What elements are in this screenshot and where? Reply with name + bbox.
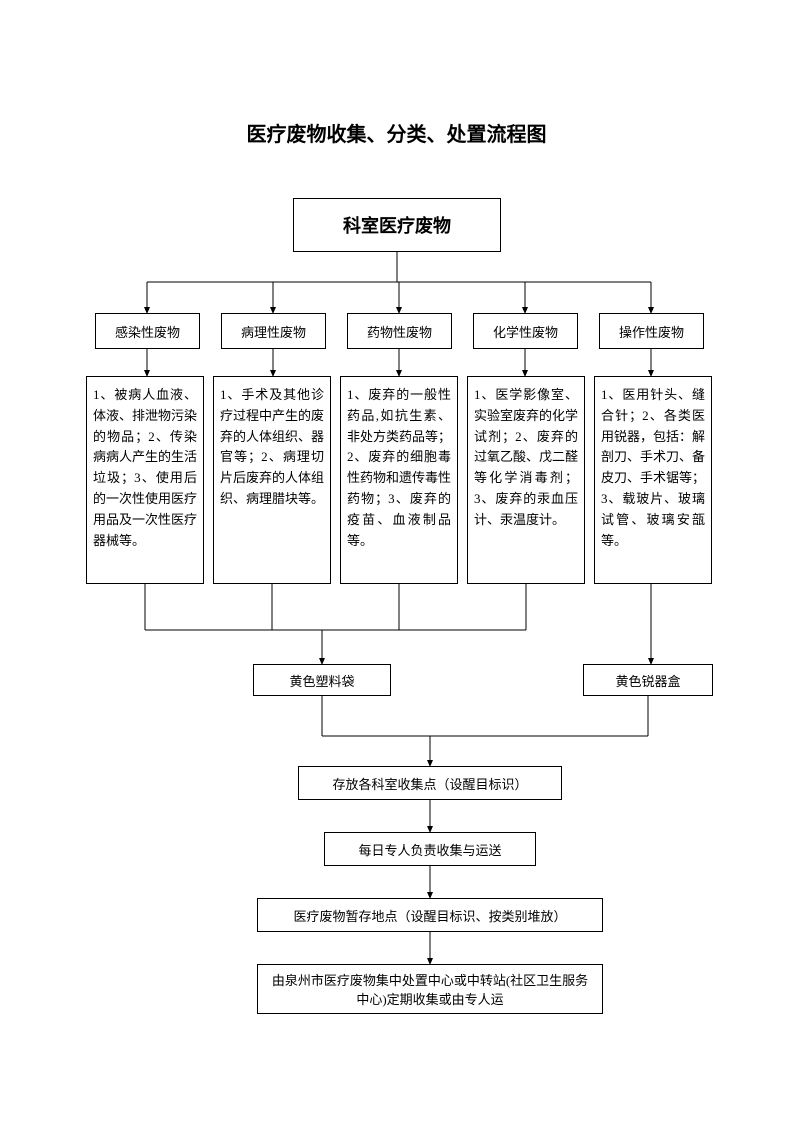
- category-box: 化学性废物: [473, 313, 578, 349]
- step-box: 由泉州市医疗废物集中处置中心或中转站(社区卫生服务中心)定期收集或由专人运: [257, 964, 603, 1014]
- step-label: 由泉州市医疗废物集中处置中心或中转站(社区卫生服务中心)定期收集或由专人运: [268, 970, 592, 1008]
- category-label: 操作性废物: [619, 322, 684, 341]
- root-node: 科室医疗废物: [293, 198, 501, 252]
- description-box: 1、医用针头、缝合针；2、各类医用锐器，包括：解剖刀、手术刀、备皮刀、手术锯等；…: [594, 376, 712, 584]
- category-label: 感染性废物: [115, 322, 180, 341]
- page-title: 医疗废物收集、分类、处置流程图: [0, 118, 793, 147]
- step-box: 存放各科室收集点（设醒目标识）: [298, 766, 562, 800]
- description-box: 1、被病人血液、体液、排泄物污染的物品；2、传染病病人产生的生活垃圾；3、使用后…: [86, 376, 204, 584]
- description-text: 1、医用针头、缝合针；2、各类医用锐器，包括：解剖刀、手术刀、备皮刀、手术锯等；…: [601, 385, 705, 551]
- step-box: 医疗废物暂存地点（设醒目标识、按类别堆放）: [257, 898, 603, 932]
- bag-label: 黄色塑料袋: [289, 671, 354, 690]
- category-label: 病理性废物: [241, 322, 306, 341]
- sharps-box: 黄色锐器盒: [583, 664, 713, 696]
- category-box: 感染性废物: [95, 313, 200, 349]
- description-text: 1、医学影像室、实验室废弃的化学试剂；2、废弃的过氧乙酸、戊二醛等化学消毒剂；3…: [474, 385, 578, 531]
- description-text: 1、手术及其他诊疗过程中产生的废弃的人体组织、器官等；2、病理切片后废弃的人体组…: [220, 385, 324, 510]
- category-box: 药物性废物: [347, 313, 452, 349]
- bag-box: 黄色塑料袋: [253, 664, 391, 696]
- category-label: 化学性废物: [493, 322, 558, 341]
- step-box: 每日专人负责收集与运送: [324, 832, 536, 866]
- category-box: 操作性废物: [599, 313, 704, 349]
- root-label: 科室医疗废物: [343, 212, 451, 238]
- description-text: 1、被病人血液、体液、排泄物污染的物品；2、传染病病人产生的生活垃圾；3、使用后…: [93, 385, 197, 551]
- step-label: 每日专人负责收集与运送: [358, 840, 501, 859]
- category-label: 药物性废物: [367, 322, 432, 341]
- description-box: 1、医学影像室、实验室废弃的化学试剂；2、废弃的过氧乙酸、戊二醛等化学消毒剂；3…: [467, 376, 585, 584]
- sharps-label: 黄色锐器盒: [615, 671, 680, 690]
- description-box: 1、手术及其他诊疗过程中产生的废弃的人体组织、器官等；2、病理切片后废弃的人体组…: [213, 376, 331, 584]
- description-text: 1、废弃的一般性药品,如抗生素、非处方类药品等；2、废弃的细胞毒性药物和遗传毒性…: [347, 385, 451, 551]
- description-box: 1、废弃的一般性药品,如抗生素、非处方类药品等；2、废弃的细胞毒性药物和遗传毒性…: [340, 376, 458, 584]
- step-label: 医疗废物暂存地点（设醒目标识、按类别堆放）: [293, 906, 566, 925]
- step-label: 存放各科室收集点（设醒目标识）: [332, 774, 527, 793]
- category-box: 病理性废物: [221, 313, 326, 349]
